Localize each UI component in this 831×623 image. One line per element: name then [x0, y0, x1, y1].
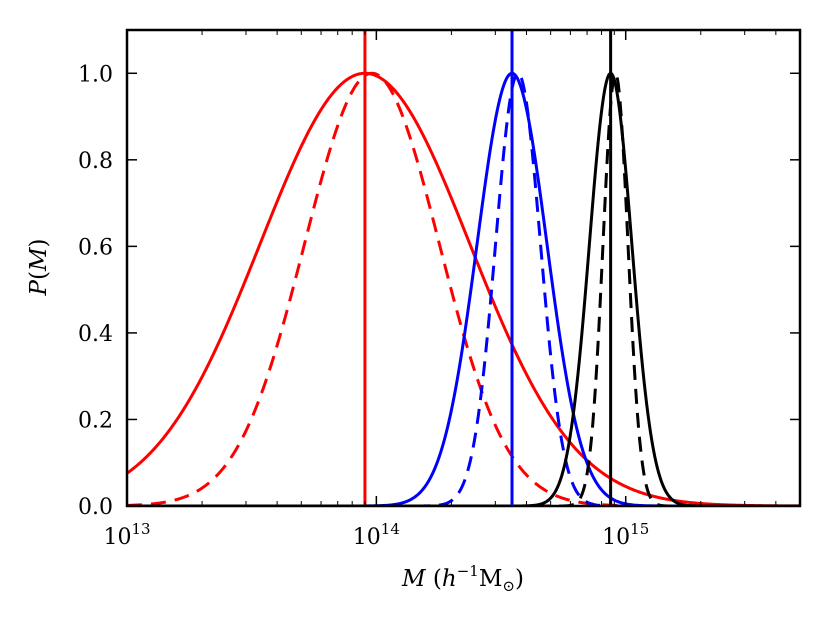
series-black-dashed — [127, 70, 800, 506]
y-tick-label: 0.4 — [78, 322, 113, 347]
y-axis-label: P(M) — [26, 238, 52, 296]
x-tick-label: 1013 — [103, 520, 150, 550]
y-tick-label: 0.2 — [78, 408, 113, 433]
x-tick-label: 1015 — [602, 520, 649, 550]
y-tick-label: 1.0 — [78, 62, 113, 87]
series-blue-solid — [127, 71, 800, 506]
x-axis-label: M (h−1M⊙) — [401, 562, 524, 595]
y-tick-label: 0.8 — [78, 149, 113, 174]
plot-area — [127, 30, 800, 506]
axes: 0.0 0.2 0.4 0.6 0.8 1.0 1013 1014 1015 — [78, 28, 802, 550]
series-black-solid — [127, 71, 800, 506]
y-tick-label: 0.6 — [78, 235, 113, 260]
series-blue-dashed — [127, 71, 800, 506]
series-red-dashed — [127, 71, 800, 506]
plot-frame — [125, 28, 802, 508]
series-red-solid — [127, 71, 800, 506]
y-tick-label: 0.0 — [78, 495, 113, 520]
x-tick-label: 1014 — [353, 520, 400, 550]
